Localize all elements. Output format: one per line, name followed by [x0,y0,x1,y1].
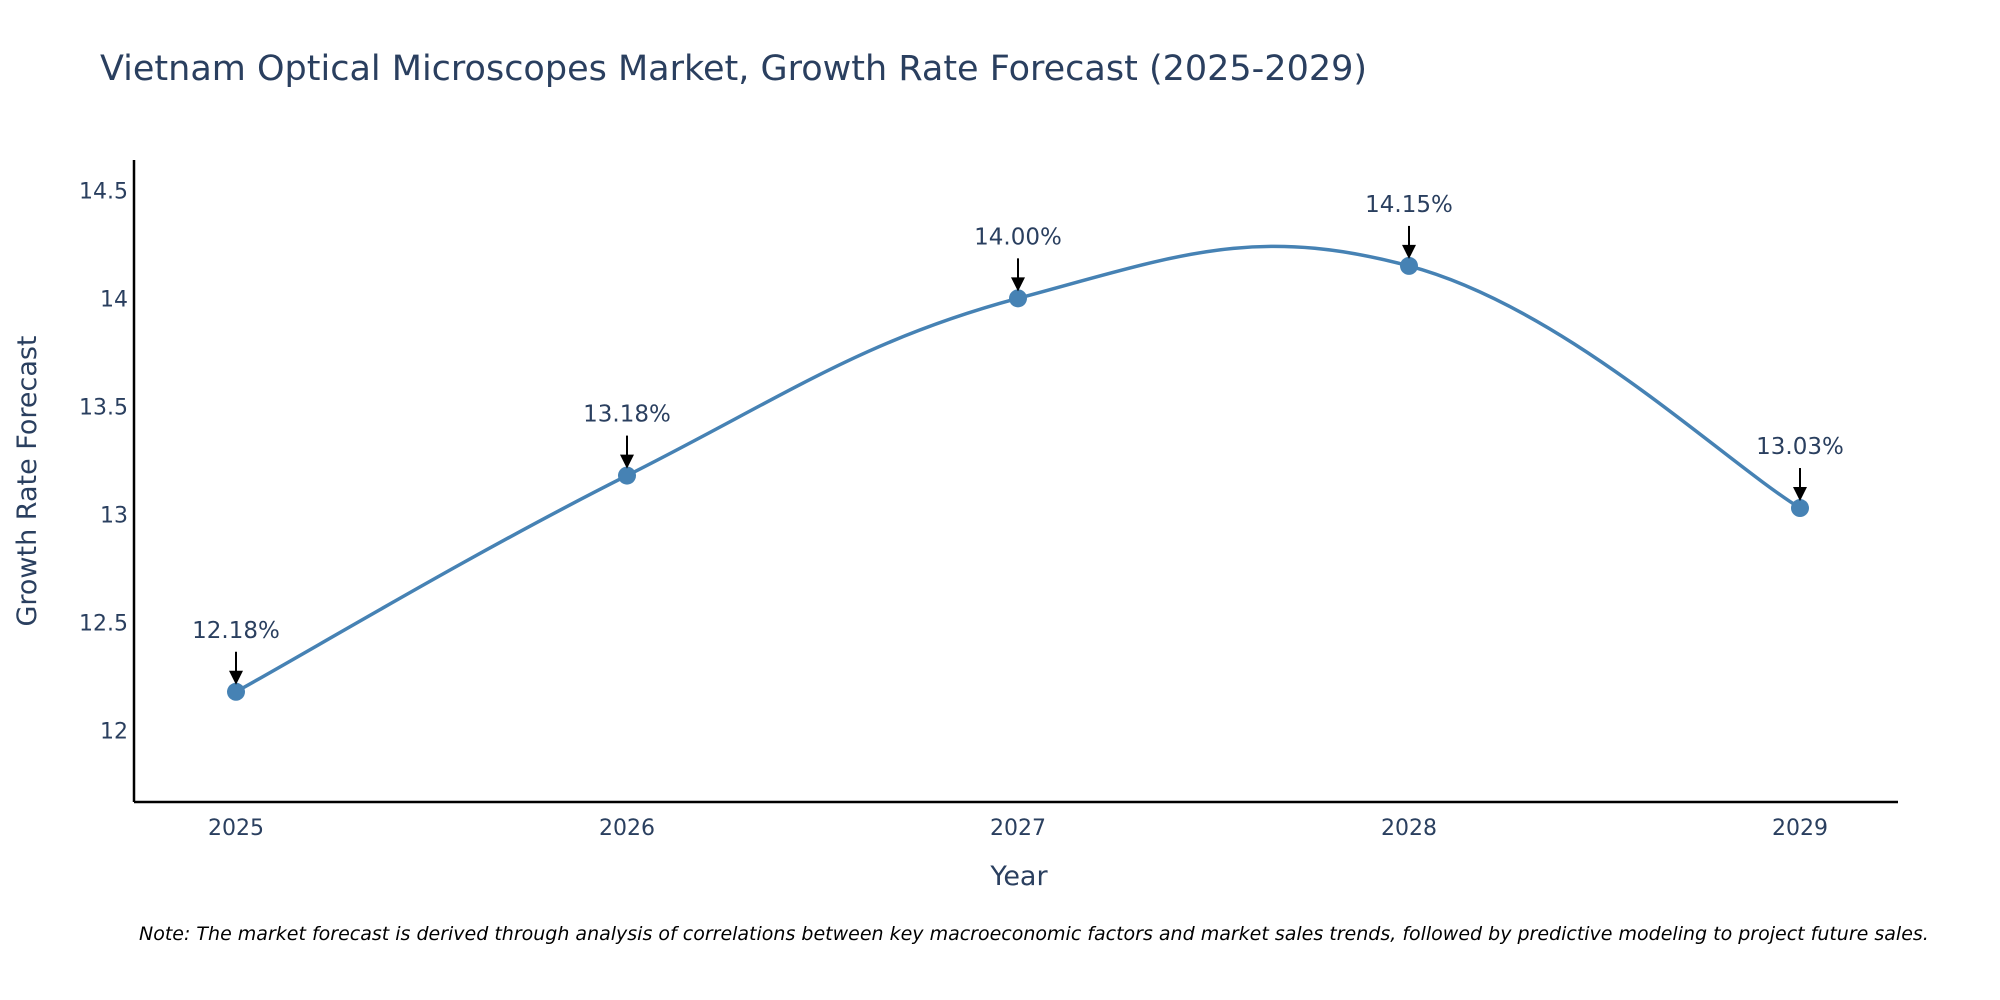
x-axis-ticks: 2025 2026 2027 2028 2029 [208,816,1828,841]
x-axis-title: Year [989,861,1048,892]
y-tick-label: 13 [100,504,128,529]
data-point-marker [618,466,636,485]
y-tick-label: 14.5 [79,179,128,204]
axes [132,160,1898,804]
annotation-arrow-head [1011,277,1025,292]
x-tick-label: 2026 [599,816,655,841]
y-tick-label: 12 [100,720,128,745]
x-tick-label: 2028 [1381,816,1437,841]
data-point-marker [1400,256,1418,275]
y-tick-label: 12.5 [79,612,128,637]
data-label: 13.18% [583,402,671,428]
y-tick-label: 14 [100,287,128,312]
x-tick-label: 2027 [990,816,1046,841]
chart-note: Note: The market forecast is derived thr… [139,923,1929,945]
annotation-arrow-head [1793,487,1807,502]
x-tick-label: 2029 [1772,816,1828,841]
data-label: 14.15% [1365,192,1453,218]
data-point-marker [227,682,245,701]
annotation-arrow-head [229,670,243,685]
annotation-arrow-head [1402,244,1416,259]
data-markers [227,256,1809,701]
series-line [235,244,1801,694]
data-label: 12.18% [192,618,280,644]
y-axis-title: Growth Rate Forecast [12,335,43,626]
annotation-arrow-head [620,454,634,469]
chart-title: Vietnam Optical Microscopes Market, Grow… [100,49,1367,89]
data-labels: 12.18% 13.18% 14.00% 14.15% 13.03% [192,192,1844,685]
y-tick-label: 13.5 [79,395,128,420]
data-label: 14.00% [974,224,1062,250]
data-point-marker [1009,289,1027,308]
data-label: 13.03% [1756,434,1844,460]
y-axis-ticks: 12 12.5 13 13.5 14 14.5 [79,179,128,744]
x-tick-label: 2025 [208,816,264,841]
data-point-marker [1791,499,1809,518]
